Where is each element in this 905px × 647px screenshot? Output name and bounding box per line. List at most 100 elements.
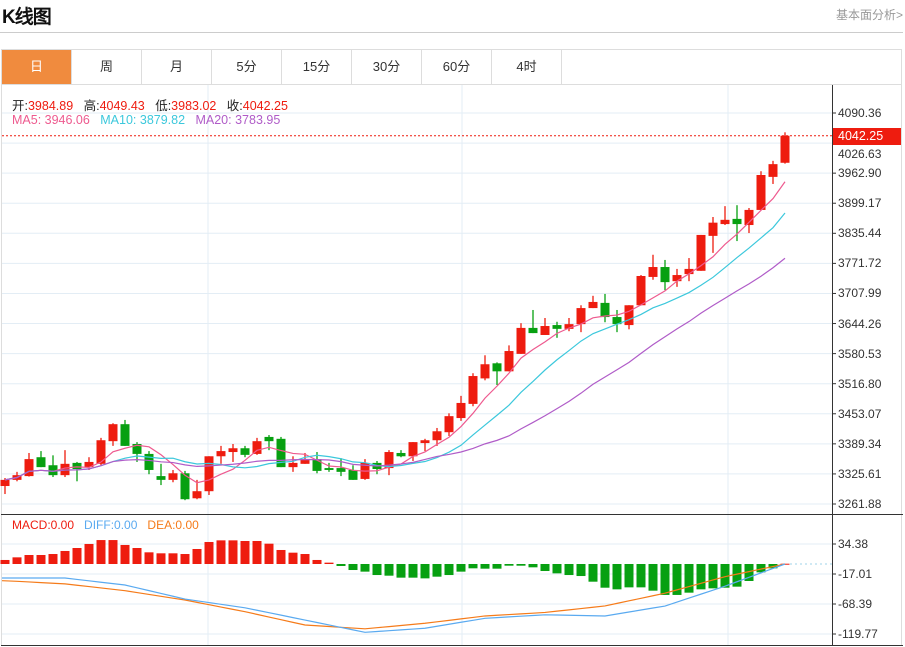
candle-body [48, 465, 58, 476]
macd-bar [132, 548, 142, 564]
last-price-label: 4042.25 [833, 128, 901, 145]
candle-body [156, 476, 166, 480]
macd-bar [732, 564, 742, 587]
candle-body [336, 468, 346, 472]
macd-value: MACD:0.00 [12, 518, 75, 532]
candle-body [132, 444, 142, 454]
macd-bar [600, 564, 610, 588]
macd-bar [192, 548, 202, 564]
candle-body [636, 275, 646, 306]
tab-15min[interactable]: 15分 [282, 50, 352, 84]
macd-bar [612, 564, 622, 590]
candle-body [468, 376, 478, 404]
candle-body [516, 327, 526, 354]
candle-body [444, 416, 454, 433]
macd-bar [24, 555, 34, 564]
macd-bar [228, 540, 238, 564]
macd-bar [408, 564, 418, 578]
candle-body [660, 267, 670, 283]
tab-week[interactable]: 周 [72, 50, 142, 84]
tab-4hour[interactable]: 4时 [492, 50, 562, 84]
diff-line [2, 563, 786, 633]
ma10-value: MA10: 3879.82 [100, 113, 186, 127]
candle-body [588, 301, 598, 309]
candle-body [696, 234, 706, 271]
ma10-line [4, 212, 786, 481]
ma-info: MA5: 3946.06 MA10: 3879.82 MA20: 3783.95 [12, 113, 280, 127]
macd-bar [576, 564, 586, 577]
candle-body [228, 448, 238, 453]
open-label: 开: [12, 99, 28, 113]
tab-5min[interactable]: 5分 [212, 50, 282, 84]
price-axis-label: 3962.90 [838, 166, 882, 181]
price-axis-label: 3771.72 [838, 256, 882, 271]
tab-day[interactable]: 日 [2, 50, 72, 84]
macd-bar [300, 554, 310, 564]
tab-60min[interactable]: 60分 [422, 50, 492, 84]
macd-bar [288, 552, 298, 564]
candle-body [612, 317, 622, 325]
macd-bar [492, 564, 502, 569]
macd-bar [324, 562, 334, 564]
candle-body [600, 302, 610, 318]
macd-bar [384, 564, 394, 576]
candle-body [708, 222, 718, 236]
macd-info: MACD:0.00 DIFF:0.00 DEA:0.00 [12, 518, 199, 532]
macd-bar [216, 540, 226, 564]
candle-body [396, 452, 406, 457]
tab-month[interactable]: 月 [142, 50, 212, 84]
candle-body [168, 473, 178, 480]
macd-bar [636, 564, 646, 588]
macd-bar [396, 564, 406, 578]
candle-body [312, 459, 322, 471]
macd-bar [564, 564, 574, 576]
macd-bar [0, 559, 10, 564]
macd-bar [708, 564, 718, 589]
price-axis-label: 3707.99 [838, 286, 882, 301]
price-axis-label: 3389.34 [838, 436, 882, 451]
dea-line [1, 563, 786, 630]
macd-bar [180, 554, 190, 564]
macd-bar [12, 557, 22, 564]
candle-body [348, 469, 358, 480]
dea-value: DEA:0.00 [147, 518, 199, 532]
price-axis-label: 3325.61 [838, 466, 882, 481]
chart-frame [1, 85, 902, 646]
price-axis-label: 4090.36 [838, 106, 882, 120]
candle-body [720, 219, 730, 225]
candle-body [480, 364, 490, 379]
tab-30min[interactable]: 30分 [352, 50, 422, 84]
candle-body [144, 453, 154, 470]
macd-bar [240, 540, 250, 564]
candle-body [192, 491, 202, 499]
macd-bar [684, 564, 694, 593]
macd-bar [312, 559, 322, 564]
candle-body [540, 326, 550, 335]
low-label: 低: [155, 99, 172, 113]
candle-body [180, 473, 190, 500]
macd-bar [60, 550, 70, 564]
macd-bar [540, 564, 550, 572]
price-axis-label: 3580.53 [838, 346, 882, 361]
price-axis-label: 4026.63 [838, 147, 882, 161]
open-value: 3984.89 [27, 99, 74, 113]
candle-body [84, 461, 94, 468]
page-title: K线图 [2, 7, 52, 28]
candle-body [528, 327, 538, 334]
macd-bar [348, 564, 358, 571]
candle-body [732, 218, 742, 225]
candle-body [672, 275, 682, 282]
macd-axis-label: -68.39 [838, 597, 873, 611]
price-axis-label: 3835.44 [838, 226, 882, 241]
macd-bar [252, 540, 262, 564]
candle-body [408, 442, 418, 457]
candle-body [120, 424, 130, 446]
price-axis-label: 3516.80 [838, 376, 882, 391]
candle-body [780, 135, 790, 163]
fundamental-analysis-link[interactable]: 基本面分析> [835, 8, 903, 22]
candle-body [384, 452, 394, 469]
macd-bar [276, 549, 286, 564]
macd-bar [480, 564, 490, 569]
candle-body [216, 451, 226, 457]
